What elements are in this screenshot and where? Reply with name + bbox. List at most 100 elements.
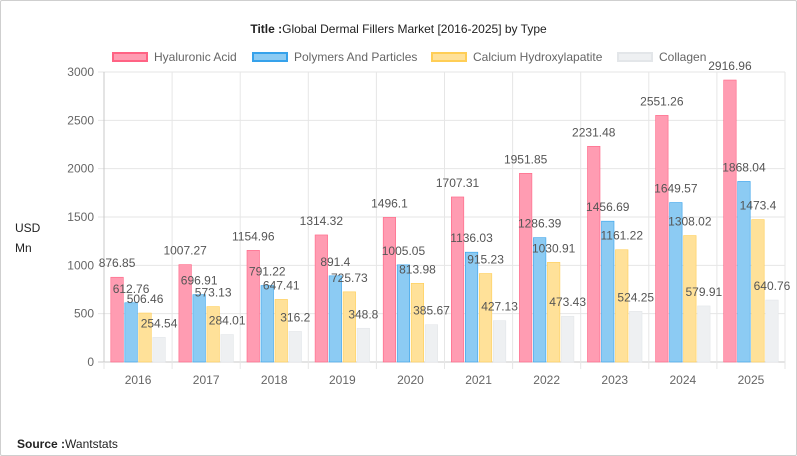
bar: [260, 285, 274, 363]
bar: [478, 273, 493, 363]
data-label: 573.13: [195, 286, 232, 300]
y-tick-label: 2000: [67, 162, 94, 176]
y-tick-label: 1000: [67, 258, 94, 272]
x-tick-label: 2018: [261, 373, 288, 387]
x-tick-label: 2022: [533, 373, 560, 387]
bar: [601, 220, 615, 363]
legend-item-polymers-and-particles[interactable]: Polymers And Particles: [252, 47, 417, 67]
x-tick-label: 2023: [601, 373, 628, 387]
bar: [561, 315, 575, 363]
bar: [192, 294, 206, 363]
data-label: 1005.05: [382, 244, 426, 258]
source-note: Source :Wantstats: [17, 437, 118, 451]
data-label: 1951.85: [504, 152, 548, 166]
bar: [342, 291, 356, 363]
data-label: 1496.1: [371, 196, 408, 210]
bar: [464, 251, 479, 363]
bar: [220, 334, 234, 363]
bar: [138, 312, 152, 363]
data-label: 348.8: [348, 307, 378, 321]
y-tick-label: 0: [87, 355, 94, 369]
data-label: 696.91: [181, 274, 218, 288]
x-tick-label: 2021: [465, 373, 492, 387]
data-label: 506.46: [127, 292, 164, 306]
data-label: 813.98: [399, 262, 436, 276]
data-label: 1707.31: [436, 176, 480, 190]
x-tick-label: 2017: [193, 373, 220, 387]
bar: [723, 79, 737, 363]
data-label: 1314.32: [300, 214, 344, 228]
bar: [737, 181, 751, 363]
chart-title: Title :Global Dermal Fillers Market [201…: [0, 22, 797, 36]
data-label: 1007.27: [163, 244, 207, 258]
chart-legend: Hyaluronic Acid Polymers And Particles C…: [0, 47, 797, 67]
data-label: 2231.48: [572, 125, 616, 139]
bar: [697, 305, 711, 363]
bar: [288, 331, 302, 363]
legend-label: Polymers And Particles: [294, 50, 418, 64]
bar: [274, 299, 288, 363]
legend-label: Calcium Hydroxylapatite: [473, 50, 603, 64]
data-label: 1456.69: [586, 200, 630, 214]
bar: [765, 299, 779, 363]
bar: [629, 311, 643, 363]
data-label: 254.54: [141, 316, 178, 330]
legend-label: Hyaluronic Acid: [154, 50, 237, 64]
data-label: 647.41: [263, 278, 300, 292]
data-label: 1161.22: [601, 229, 644, 243]
data-label: 1154.96: [232, 229, 275, 243]
bar: [669, 202, 683, 363]
bar: [655, 115, 669, 363]
data-label: 1649.57: [654, 182, 698, 196]
data-label: 725.73: [331, 271, 368, 285]
y-unit-line-1: USD: [15, 221, 41, 235]
data-label: 284.01: [209, 314, 246, 328]
y-unit-line-2: Mn: [15, 241, 32, 255]
legend-item-calcium-hydroxylapatite[interactable]: Calcium Hydroxylapatite: [431, 47, 602, 67]
data-label: 612.76: [113, 282, 150, 296]
bar: [492, 320, 507, 363]
data-label: 891.4: [320, 255, 350, 269]
bar: [152, 337, 166, 363]
data-label: 1868.04: [722, 160, 766, 174]
legend-swatch: [112, 52, 148, 62]
data-label: 316.2: [280, 310, 310, 324]
bar: [314, 234, 328, 363]
x-tick-label: 2019: [329, 373, 356, 387]
x-tick-label: 2025: [738, 373, 765, 387]
bar: [178, 264, 192, 363]
title-prefix: Title :: [250, 22, 283, 36]
title-text: Global Dermal Fillers Market [2016-2025]…: [282, 22, 547, 36]
bar: [328, 275, 342, 363]
bar: [751, 219, 765, 363]
bar: [124, 302, 138, 363]
x-tick-label: 2020: [397, 373, 424, 387]
bar: [396, 264, 411, 363]
bar: [246, 250, 260, 363]
data-label: 524.25: [617, 290, 654, 304]
y-tick-label: 500: [74, 307, 94, 321]
data-label: 1030.91: [532, 241, 576, 255]
data-label: 640.76: [754, 279, 791, 293]
legend-item-hyaluronic-acid[interactable]: Hyaluronic Acid: [112, 47, 237, 67]
data-label: 1136.03: [450, 231, 493, 245]
bar: [533, 237, 547, 363]
y-axis-unit: USD Mn: [15, 218, 40, 258]
bar: [519, 173, 533, 363]
data-label: 473.43: [549, 295, 586, 309]
data-label: 2551.26: [640, 94, 684, 108]
bar: [547, 262, 561, 363]
legend-label: Collagen: [659, 50, 707, 64]
bar: [382, 217, 397, 363]
legend-item-collagen[interactable]: Collagen: [617, 47, 706, 67]
bar: [410, 283, 425, 363]
data-label: 1473.4: [740, 199, 777, 213]
legend-swatch: [617, 52, 653, 62]
legend-swatch: [252, 52, 288, 62]
bar: [206, 306, 220, 363]
x-tick-label: 2024: [669, 373, 696, 387]
data-label: 915.23: [467, 253, 504, 267]
bar: [356, 327, 370, 363]
data-label: 1308.02: [668, 215, 712, 229]
